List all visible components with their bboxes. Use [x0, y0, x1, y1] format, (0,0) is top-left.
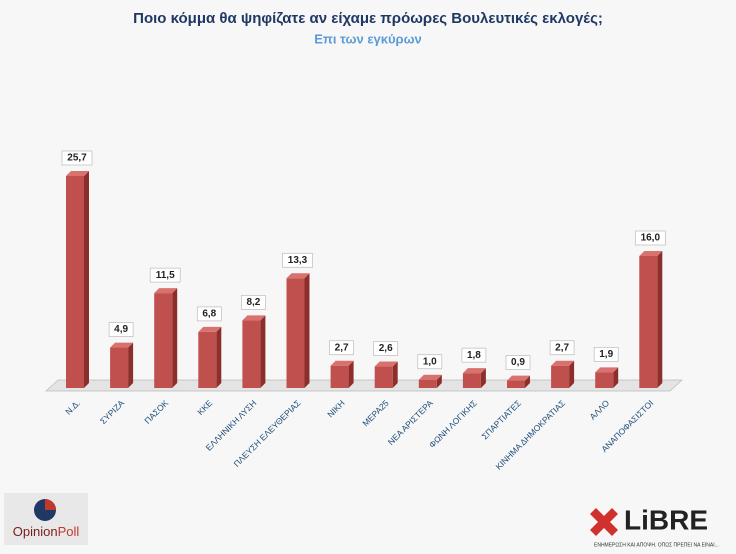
- bar: [154, 293, 173, 388]
- value-label: 8,2: [246, 297, 260, 308]
- bar-side: [216, 326, 222, 388]
- value-label-box: [61, 150, 93, 166]
- bar-side: [613, 367, 619, 388]
- bar: [330, 365, 349, 388]
- bar: [418, 379, 437, 388]
- bar: [374, 366, 393, 388]
- value-label-box: [108, 322, 134, 337]
- bar-top: [66, 170, 89, 176]
- value-label: 1,0: [423, 356, 437, 367]
- bar-side: [436, 374, 442, 388]
- bar: [595, 372, 614, 388]
- value-label: 25,7: [67, 153, 87, 164]
- chart-subtitle: Επι των εγκύρων: [314, 31, 422, 46]
- bar-side: [657, 251, 663, 388]
- bar-side: [304, 273, 310, 388]
- bar: [286, 278, 305, 388]
- bar-top: [639, 251, 663, 256]
- bar: [462, 373, 481, 388]
- bar-side: [128, 342, 134, 388]
- bar-top: [330, 360, 354, 366]
- value-label-box: [196, 306, 222, 322]
- bar-top: [286, 273, 310, 279]
- bar-side: [172, 288, 178, 388]
- bar-top: [154, 288, 178, 294]
- bar-top: [462, 368, 486, 374]
- value-label-box: [282, 252, 313, 268]
- libre-tagline: ΕΝΗΜΕΡΩΣΗ ΚΑΙ ΑΠΟΨΗ. ΟΠΩΣ ΠΡΕΠΕΙ ΝΑ ΕΙΝΑ…: [594, 542, 719, 548]
- bar-top: [595, 367, 619, 373]
- value-label: 2,7: [335, 342, 349, 353]
- bar-side: [260, 315, 266, 388]
- bar-top: [507, 375, 530, 381]
- bar: [110, 347, 129, 388]
- chart-title: Ποιο κόμμα θα ψηφίζατε αν είχαμε πρόωρες…: [133, 10, 603, 27]
- logo-opinion: Opinion: [13, 524, 58, 539]
- bar-side: [569, 360, 575, 388]
- value-label: 16,0: [641, 233, 661, 244]
- value-label: 1,8: [467, 350, 481, 361]
- value-label-box: [549, 340, 575, 356]
- logo-icon-slice: [45, 499, 56, 510]
- value-label: 11,5: [156, 270, 175, 281]
- libre-icon: [590, 508, 618, 536]
- value-label: 0,9: [511, 357, 525, 368]
- value-label: 13,3: [288, 255, 308, 266]
- value-label: 4,9: [114, 324, 128, 335]
- value-label: 2,6: [379, 343, 393, 354]
- bar-top: [242, 315, 266, 321]
- opinionpoll-logo: OpinionPoll: [4, 493, 88, 545]
- bar: [551, 365, 570, 388]
- libre-logo: LiBRE ΕΝΗΜΕΡΩΣΗ ΚΑΙ ΑΠΟΨΗ. ΟΠΩΣ ΠΡΕΠΕΙ Ν…: [590, 504, 719, 548]
- value-label: 6,8: [202, 309, 216, 320]
- bar: [242, 320, 261, 388]
- bar-top: [198, 326, 222, 332]
- bar: [639, 256, 658, 388]
- value-label: 2,7: [555, 342, 569, 353]
- value-label-box: [593, 346, 619, 362]
- bar-top: [418, 374, 442, 380]
- bar-side: [392, 361, 398, 388]
- bar: [198, 331, 217, 388]
- value-label-box: [505, 355, 531, 370]
- value-label: 1,9: [599, 349, 613, 360]
- value-label-box: [634, 230, 666, 246]
- floor: [45, 379, 683, 392]
- value-label-box: [241, 295, 266, 310]
- libre-text: LiBRE: [624, 504, 708, 535]
- value-label-box: [417, 354, 443, 370]
- bar: [66, 175, 84, 388]
- value-label-box: [461, 347, 487, 363]
- bar-top: [110, 342, 134, 348]
- bar-side: [525, 375, 530, 388]
- bar-top: [551, 360, 575, 366]
- bar: [507, 380, 525, 388]
- bar-top: [374, 361, 398, 367]
- value-label-box: [329, 340, 354, 356]
- bar-side: [84, 170, 89, 388]
- bar-side: [348, 360, 354, 388]
- bar-side: [480, 368, 486, 388]
- value-label-box: [373, 341, 399, 356]
- value-label-box: [149, 267, 181, 283]
- logo-text: OpinionPoll: [13, 524, 80, 539]
- logo-poll: Poll: [58, 524, 80, 539]
